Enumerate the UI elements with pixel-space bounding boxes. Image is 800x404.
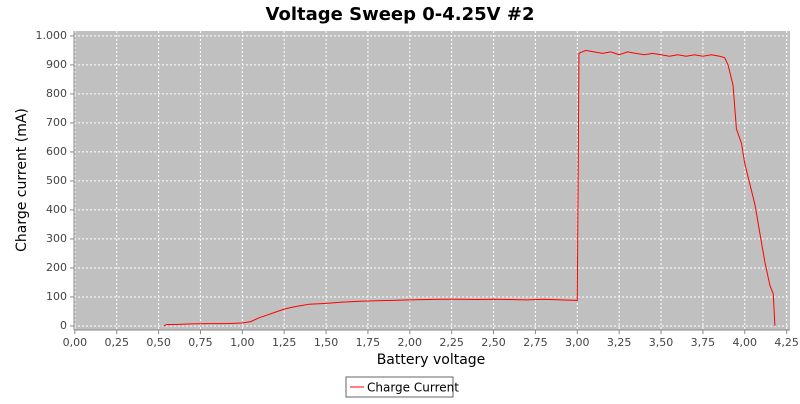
x-tick-label: 1,75 [356, 336, 381, 349]
y-axis-label: Charge current (mA) [14, 108, 30, 252]
x-tick-label: 1,25 [272, 336, 297, 349]
x-tick-label: 0,25 [104, 336, 129, 349]
y-tick-label: 200 [46, 261, 67, 274]
y-tick-label: 400 [46, 203, 67, 216]
x-tick-label: 4,25 [774, 336, 799, 349]
y-tick-label: 100 [46, 290, 67, 303]
x-axis-label: Battery voltage [377, 352, 486, 368]
x-tick-label: 3,75 [691, 336, 716, 349]
x-tick-label: 2,50 [481, 336, 506, 349]
y-tick-label: 0 [60, 319, 67, 332]
x-tick-label: 0,75 [188, 336, 213, 349]
y-tick-label: 500 [46, 174, 67, 187]
y-tick-label: 900 [46, 58, 67, 71]
x-tick-label: 1,50 [314, 336, 339, 349]
y-tick-label: 300 [46, 232, 67, 245]
x-tick-label: 3,00 [565, 336, 590, 349]
data-line [163, 49, 776, 327]
x-tick-label: 4,00 [733, 336, 758, 349]
chart-title: Voltage Sweep 0-4.25V #2 [266, 4, 535, 25]
x-tick-label: 0,00 [63, 336, 88, 349]
x-tick-label: 3,50 [649, 336, 674, 349]
x-tick-label: 2,75 [523, 336, 548, 349]
x-tick-label: 1,00 [230, 336, 255, 349]
y-tick-label: 800 [46, 87, 67, 100]
y-tick-label: 1.000 [36, 29, 68, 42]
legend-label: Charge Current [367, 381, 459, 395]
y-tick-label: 700 [46, 116, 67, 129]
x-tick-label: 2,25 [439, 336, 464, 349]
x-tick-label: 2,00 [398, 336, 423, 349]
x-tick-label: 0,50 [146, 336, 171, 349]
y-tick-label: 600 [46, 145, 67, 158]
x-tick-label: 3,25 [607, 336, 632, 349]
legend-box [345, 376, 454, 398]
